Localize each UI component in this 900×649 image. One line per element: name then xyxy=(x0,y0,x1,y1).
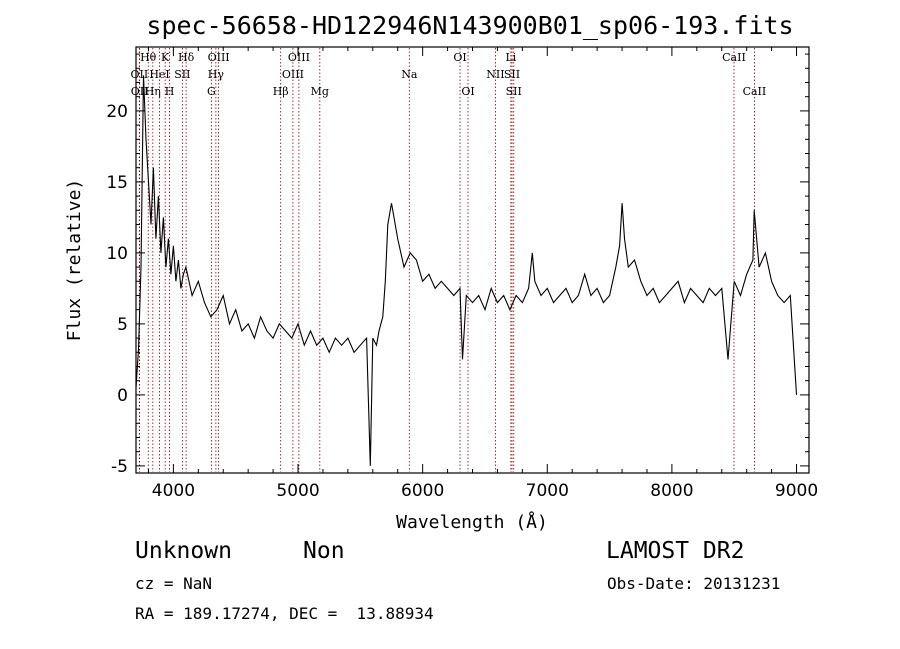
x-tick-label: 4000 xyxy=(152,481,195,501)
y-tick-label: -5 xyxy=(111,457,128,477)
y-tick-label: 5 xyxy=(117,315,128,335)
emission-marker-label: SII xyxy=(506,85,522,98)
emission-marker-label: G xyxy=(207,85,216,98)
emission-marker-label: SII xyxy=(174,68,190,81)
object-subclass: Non xyxy=(303,538,345,564)
x-tick-label: 9000 xyxy=(775,481,818,501)
emission-marker-label: Li xyxy=(505,51,516,64)
observation-date: Obs-Date: 20131231 xyxy=(607,574,781,593)
emission-marker-label: H xyxy=(165,85,175,98)
spectrum-line xyxy=(135,75,798,466)
emission-marker-label: OII xyxy=(131,68,149,81)
emission-marker-label: Hβ xyxy=(273,85,289,98)
x-axis-label: Wavelength (Å) xyxy=(396,511,548,533)
x-tick-label: 5000 xyxy=(276,481,319,501)
emission-marker-label: Na xyxy=(401,68,418,81)
emission-line-markers xyxy=(138,48,755,472)
y-tick-label: 20 xyxy=(106,102,128,122)
y-axis: -5 0 5 10 15 20 xyxy=(106,53,809,477)
emission-marker-label: HeI xyxy=(149,68,169,81)
emission-marker-label: OIII xyxy=(208,51,230,64)
spectrum-line-group xyxy=(135,75,798,466)
emission-marker-label: CaII xyxy=(722,51,746,64)
x-tick-label: 8000 xyxy=(650,481,693,501)
emission-marker-label: CaII xyxy=(743,85,767,98)
emission-marker-label: NII xyxy=(486,68,504,81)
emission-marker-label: OI xyxy=(461,85,474,98)
emission-marker-label: K xyxy=(161,51,170,64)
redshift-value: cz = NaN xyxy=(135,574,213,593)
y-axis-label: Flux (relative) xyxy=(64,179,85,342)
y-tick-label: 15 xyxy=(106,173,128,193)
emission-marker-label: Mg xyxy=(311,85,329,98)
chart-title: spec-56658-HD122946N143900B01_sp06-193.f… xyxy=(146,11,793,40)
survey-name: LAMOST DR2 xyxy=(606,538,745,564)
emission-marker-label: Hγ xyxy=(208,68,225,81)
x-axis: 4000 5000 6000 7000 8000 9000 xyxy=(147,47,818,501)
emission-marker-label: Hδ xyxy=(178,51,195,64)
y-tick-label: 0 xyxy=(117,386,128,406)
sky-coordinates: RA = 189.17274, DEC = 13.88934 xyxy=(135,604,434,623)
x-tick-label: 7000 xyxy=(526,481,569,501)
y-tick-label: 10 xyxy=(106,244,128,264)
object-class: Unknown xyxy=(135,538,232,564)
x-tick-label: 6000 xyxy=(401,481,444,501)
plot-frame xyxy=(135,46,810,474)
emission-marker-label: Hη xyxy=(145,85,161,98)
emission-marker-label: Hθ xyxy=(140,51,157,64)
emission-marker-label: SII xyxy=(504,68,520,81)
emission-marker-label: OIII xyxy=(288,51,310,64)
emission-marker-label: OIII xyxy=(282,68,304,81)
emission-marker-label: OI xyxy=(453,51,466,64)
